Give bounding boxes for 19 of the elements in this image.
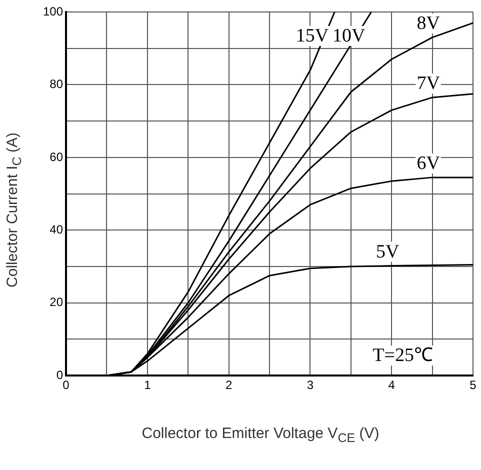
y-tick-label: 0 <box>56 368 64 382</box>
series-label: 7V <box>416 72 440 94</box>
x-axis-title: Collector to Emitter Voltage V$_{CE}$ (V) <box>140 425 380 445</box>
series-label: 15V <box>296 25 329 46</box>
x-tick-label: 5 <box>470 378 477 392</box>
x-tick-label: 3 <box>306 378 314 392</box>
y-tick-label: 40 <box>50 222 64 236</box>
y-tick-label: 20 <box>50 295 64 310</box>
annotation: T=25℃ <box>372 345 433 366</box>
series-label: 5V <box>376 241 400 262</box>
y-tick-label: 80 <box>50 77 64 92</box>
series-label: 8V <box>416 12 440 34</box>
series-label: 10V <box>332 25 366 46</box>
series-label: 6V <box>416 152 440 174</box>
y-tick-label: 100 <box>42 4 64 18</box>
x-tick-label: 4 <box>388 378 396 392</box>
x-tick-label: 2 <box>225 378 232 392</box>
y-tick-label: 60 <box>50 150 64 164</box>
x-tick-label: 1 <box>144 378 152 392</box>
